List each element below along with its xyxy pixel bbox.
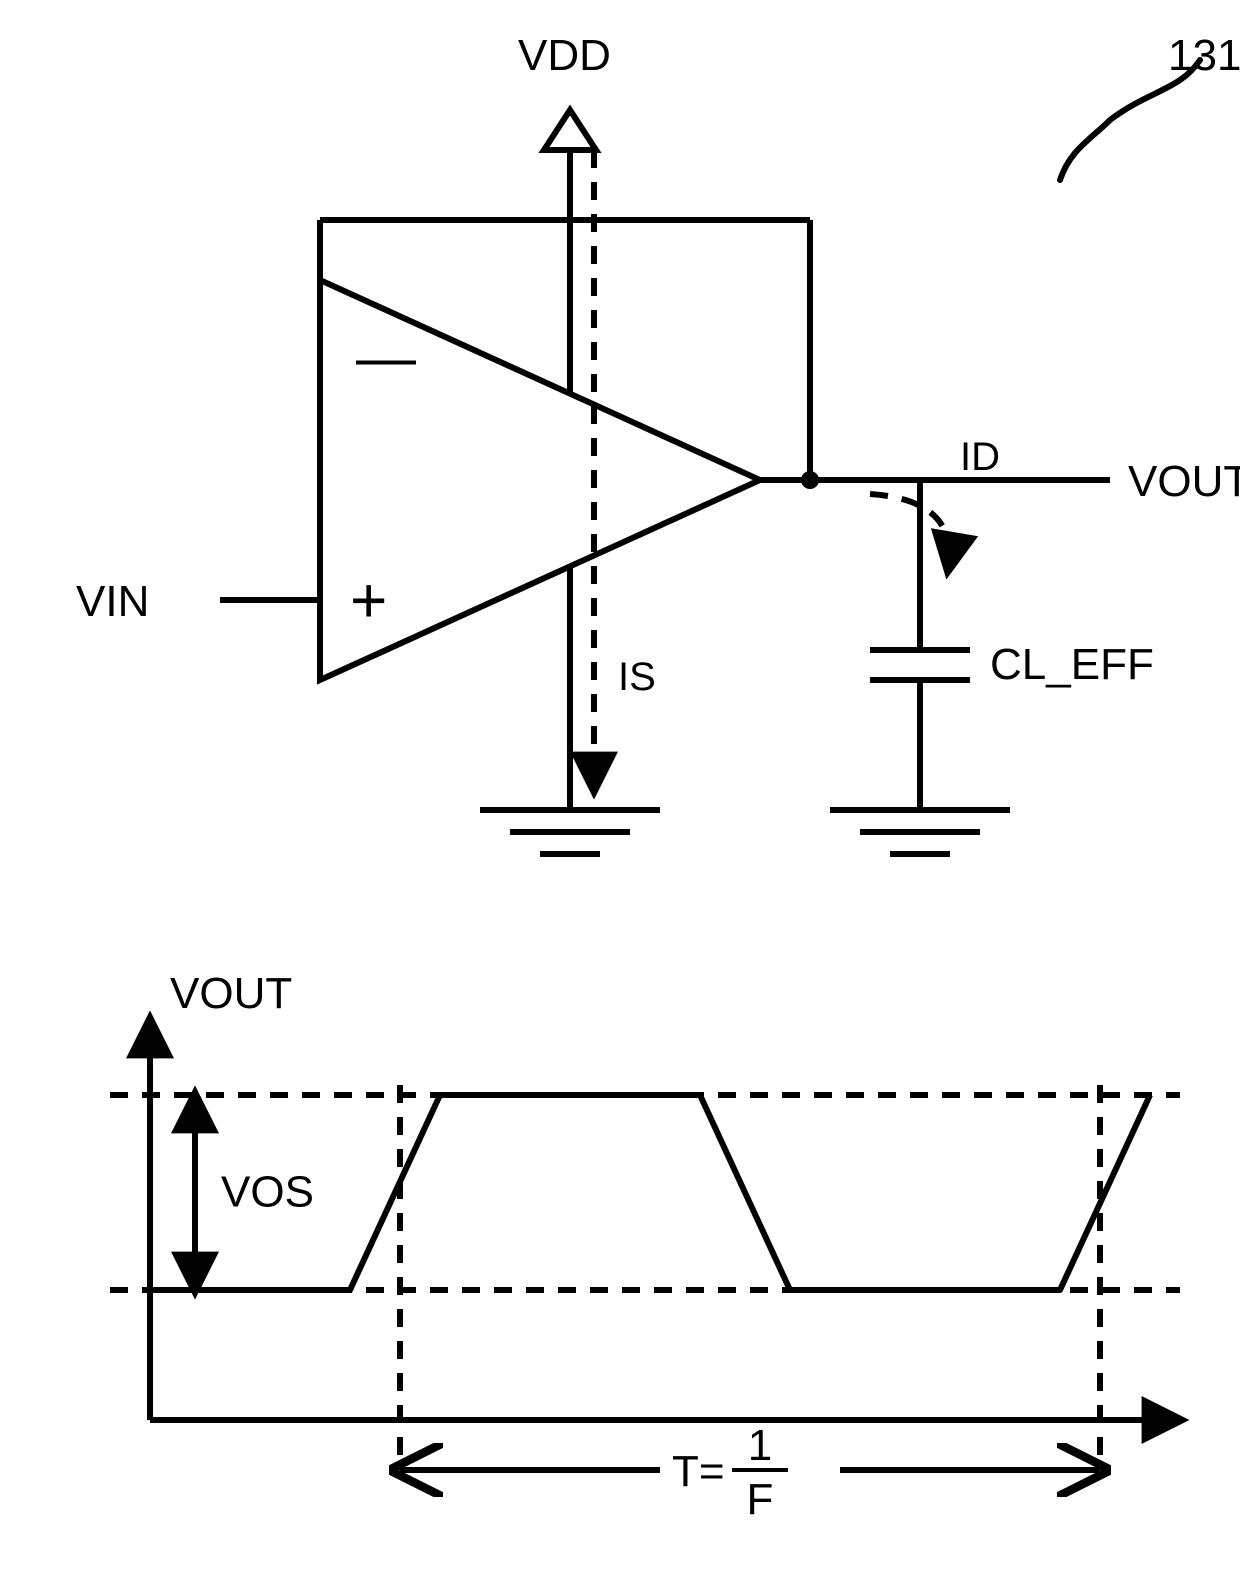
is-label: IS (618, 655, 656, 699)
circuit-and-plot-diagram: 131 — + VIN VDD IS VOUT CL_EFF ID VOUT VOS T= 1 F (0, 0, 1240, 1580)
vdd-label: VDD (518, 31, 611, 80)
vos-label: VOS (221, 1168, 314, 1217)
period-lhs: T= (672, 1447, 725, 1496)
period-denominator: F (747, 1475, 774, 1524)
vdd-symbol (544, 110, 596, 150)
opamp-minus-label: — (356, 324, 416, 391)
cl-eff-label: CL_EFF (990, 640, 1154, 689)
id-label: ID (960, 435, 1000, 479)
vin-label: VIN (76, 577, 149, 626)
id-current-arrow (870, 494, 949, 570)
opamp-plus-label: + (350, 564, 387, 636)
plot-y-label: VOUT (170, 969, 292, 1018)
period-numerator: 1 (748, 1421, 772, 1470)
figure-ref-label: 131 (1168, 31, 1240, 80)
vout-label: VOUT (1128, 457, 1240, 506)
